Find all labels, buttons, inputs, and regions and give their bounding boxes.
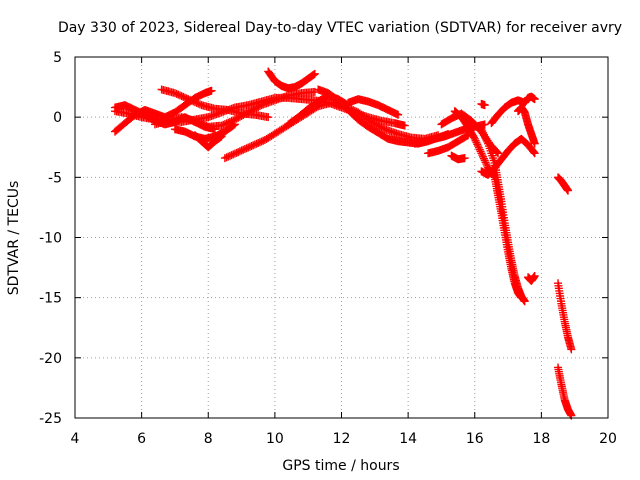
series-track-23 <box>490 173 526 302</box>
data-point <box>482 136 491 145</box>
y-tick-label: -5 <box>48 170 62 186</box>
data-point <box>530 272 539 281</box>
data-point <box>264 113 273 122</box>
data-point <box>230 120 239 129</box>
data-point <box>479 154 488 163</box>
x-tick-label: 16 <box>466 431 484 447</box>
data-point <box>394 110 403 119</box>
series-track-19 <box>487 92 539 128</box>
y-tick-label: 5 <box>53 50 62 66</box>
data-point <box>478 127 487 136</box>
data-point <box>472 138 481 147</box>
data-point <box>207 86 216 95</box>
x-tick-label: 18 <box>532 431 550 447</box>
data-point <box>517 293 526 302</box>
data-point <box>479 152 488 161</box>
x-tick-label: 14 <box>399 431 417 447</box>
x-tick-label: 4 <box>71 431 80 447</box>
data-point <box>530 139 539 148</box>
data-point <box>481 158 490 167</box>
data-point <box>530 95 539 104</box>
data-point <box>482 160 491 169</box>
series-track-17 <box>447 151 469 164</box>
data-point <box>479 128 488 137</box>
y-tick-label: -25 <box>39 411 62 427</box>
series-track-24 <box>524 272 539 285</box>
y-tick-label: -20 <box>39 351 62 367</box>
data-point <box>481 134 490 143</box>
data-point <box>480 132 489 141</box>
chart-title: Day 330 of 2023, Sidereal Day-to-day VTE… <box>58 20 622 36</box>
data-point <box>474 142 483 151</box>
data-point <box>477 125 486 134</box>
series-track-14 <box>424 131 473 158</box>
y-tick-label: 0 <box>53 110 62 126</box>
data-point <box>493 148 502 157</box>
y-tick-label: -10 <box>39 231 62 247</box>
x-tick-label: 20 <box>599 431 617 447</box>
data-point <box>460 154 469 163</box>
data-point <box>480 156 489 165</box>
series-track-5 <box>150 87 319 131</box>
data-point <box>475 145 484 154</box>
series-track-18 <box>477 134 539 179</box>
data-point <box>478 151 487 160</box>
data-point <box>471 136 480 145</box>
data-point <box>310 69 319 78</box>
y-tick-label: -15 <box>39 291 62 307</box>
data-point <box>483 137 492 146</box>
x-tick-label: 12 <box>333 431 351 447</box>
series-track-27 <box>554 363 576 420</box>
data-point <box>529 148 538 157</box>
series-track-21 <box>514 103 539 148</box>
axis-ticks: 4 6 8 10 12 14 16 18 20 5 0 -5 -10 -15 -20 -25 <box>39 50 617 447</box>
data-point <box>400 121 409 130</box>
series-track-20 <box>477 99 489 110</box>
x-axis-title: GPS time / hours <box>282 458 399 474</box>
y-axis-title: SDTVAR / TECUs <box>6 181 22 296</box>
data-point <box>229 121 238 130</box>
data-point <box>530 149 539 158</box>
series-track-25 <box>554 173 573 195</box>
data-point <box>474 143 483 152</box>
data-point <box>567 345 576 354</box>
data-points <box>110 67 576 420</box>
data-point <box>480 120 489 129</box>
data-point <box>479 130 488 139</box>
series-track-12 <box>344 95 403 119</box>
data-point <box>564 186 573 195</box>
data-point <box>473 140 482 149</box>
series-track-7 <box>190 131 226 152</box>
data-point <box>480 101 489 110</box>
x-tick-label: 8 <box>204 431 213 447</box>
x-tick-label: 10 <box>266 431 284 447</box>
x-tick-label: 6 <box>137 431 146 447</box>
data-point <box>476 147 485 156</box>
data-point <box>217 132 226 141</box>
series-track-26 <box>554 279 576 354</box>
series-track-9 <box>264 67 319 93</box>
data-point <box>477 149 486 158</box>
data-point <box>470 134 479 143</box>
